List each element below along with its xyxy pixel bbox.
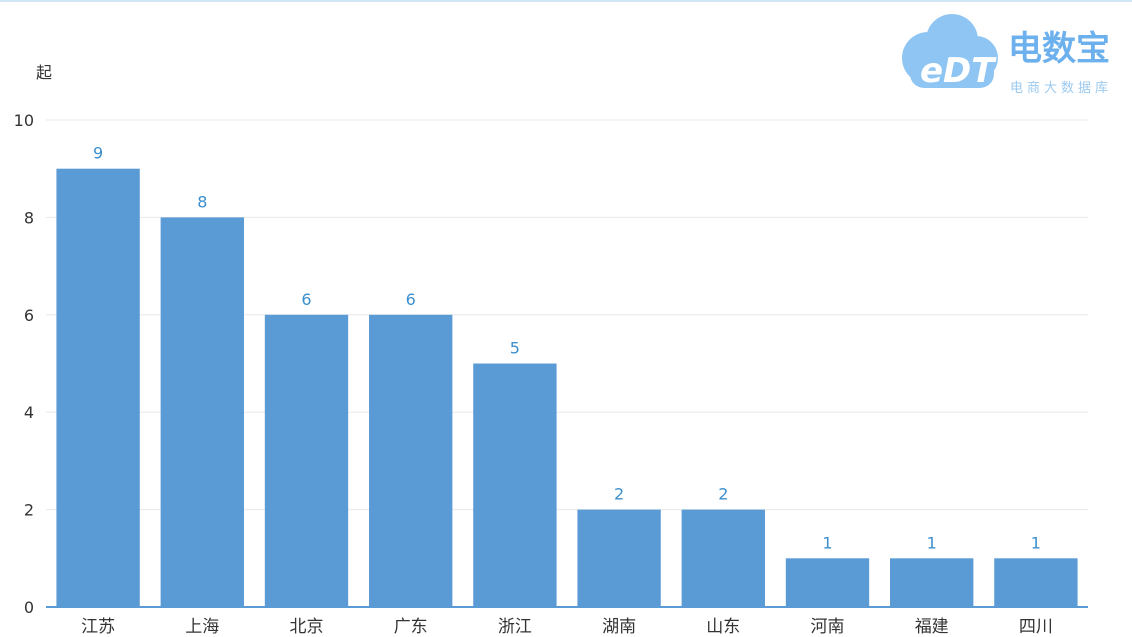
bar-value-label: 9	[93, 144, 103, 163]
x-category-label: 山东	[706, 617, 740, 637]
cloud-icon	[902, 14, 998, 88]
brand-name: 电数宝	[1008, 29, 1110, 69]
bar	[473, 363, 557, 607]
top-border	[0, 0, 1132, 2]
bar-value-label: 8	[197, 192, 207, 211]
x-category-label: 湖南	[602, 617, 636, 637]
edt-logo-watermark: eDT 电数宝 电商大数据库	[902, 14, 1112, 96]
bar-value-label: 5	[510, 339, 520, 358]
x-axis-labels: 江苏 上海 北京 广东 浙江 湖南 山东 河南 福建 四川	[81, 617, 1053, 637]
bar	[994, 558, 1078, 607]
bar-value-label: 2	[614, 485, 624, 504]
bar-value-label: 6	[301, 290, 311, 309]
bar	[785, 558, 870, 607]
bar-value-label: 6	[406, 290, 416, 309]
y-axis-unit-label: 起	[36, 63, 52, 82]
bar	[681, 509, 765, 607]
y-tick-label: 4	[24, 403, 34, 422]
x-category-label: 四川	[1019, 617, 1053, 637]
x-category-label: 江苏	[81, 617, 115, 637]
bar-value-label: 1	[927, 533, 937, 552]
bar	[577, 509, 661, 607]
x-category-label: 河南	[811, 617, 845, 637]
y-tick-label: 10	[14, 111, 34, 130]
brand-tagline: 电商大数据库	[1010, 80, 1112, 96]
bar-value-label: 1	[822, 533, 832, 552]
bar	[264, 314, 349, 607]
bar-value-label: 2	[718, 485, 728, 504]
x-category-label: 上海	[185, 617, 219, 637]
bar-value-label: 1	[1031, 533, 1041, 552]
bar	[369, 314, 453, 607]
logo-text: eDT	[920, 51, 997, 91]
y-tick-label: 6	[24, 306, 34, 325]
y-tick-label: 8	[24, 208, 34, 227]
bar	[56, 168, 140, 607]
y-axis-ticks: 0 2 4 6 8 10	[14, 111, 34, 617]
x-category-label: 浙江	[498, 617, 532, 637]
bars: 9 8 6 6 5 2 2 1 1 1	[56, 144, 1078, 607]
y-tick-label: 0	[24, 598, 34, 617]
x-category-label: 北京	[290, 617, 324, 637]
y-tick-label: 2	[24, 501, 34, 520]
x-category-label: 福建	[915, 617, 949, 637]
x-category-label: 广东	[394, 617, 428, 637]
bar	[160, 217, 244, 607]
bar	[890, 558, 974, 607]
